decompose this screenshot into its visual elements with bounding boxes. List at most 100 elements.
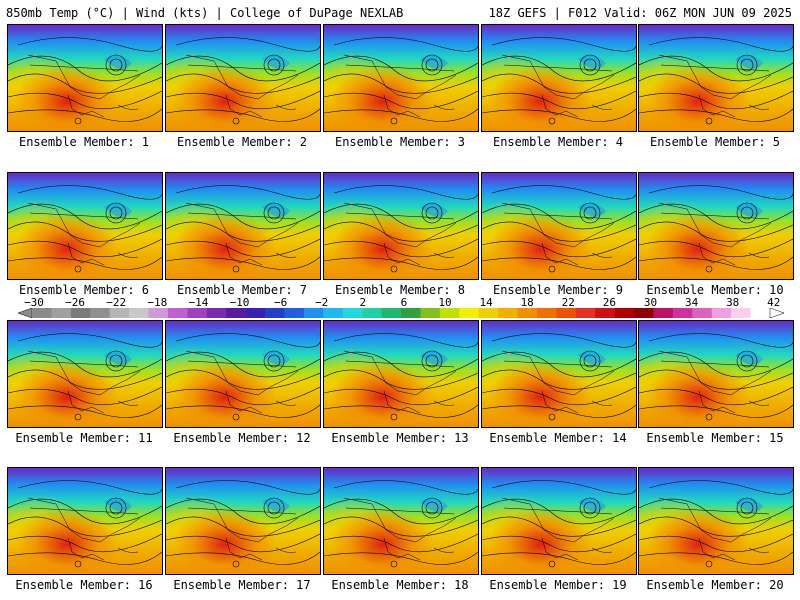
colorbar-tick-label: 2 (359, 296, 367, 309)
ensemble-map-panel (323, 320, 479, 428)
ensemble-map-panel (638, 320, 794, 428)
ensemble-map-panel (165, 24, 321, 132)
colorbar-tick-label: −30 (24, 296, 44, 309)
colorbar-segment (731, 308, 751, 318)
colorbar-segment (381, 308, 402, 318)
colorbar-segment (265, 308, 285, 318)
colorbar-segment (90, 308, 110, 318)
ensemble-member-label: Ensemble Member: 10 (646, 283, 784, 297)
colorbar-max-arrow (769, 308, 784, 318)
ensemble-member-label: Ensemble Member: 12 (173, 431, 311, 445)
valid-time: 18Z GEFS | F012 Valid: 06Z MON JUN 09 20… (488, 6, 792, 20)
colorbar-segment (284, 308, 305, 318)
ensemble-map-panel (481, 24, 637, 132)
ensemble-map-panel (165, 320, 321, 428)
colorbar-segment (245, 308, 266, 318)
ensemble-map-panel (165, 172, 321, 280)
ensemble-map-panel (165, 467, 321, 575)
colorbar-segment (362, 308, 382, 318)
ensemble-member-label: Ensemble Member: 18 (331, 578, 469, 592)
ensemble-map-panel (481, 467, 637, 575)
ensemble-member-label: Ensemble Member: 3 (334, 135, 466, 149)
colorbar-tick-label: −22 (106, 296, 127, 309)
colorbar-tick-label: 42 (767, 296, 781, 309)
colorbar-segment (692, 308, 713, 318)
colorbar-tick-label: −26 (65, 296, 86, 309)
ensemble-member-label: Ensemble Member: 14 (489, 431, 627, 445)
colorbar-segment (206, 308, 227, 318)
colorbar-segment (556, 308, 577, 318)
colorbar-segment (401, 308, 421, 318)
colorbar-segment (439, 308, 460, 318)
ensemble-member-label: Ensemble Member: 6 (18, 283, 150, 297)
colorbar-tick-label: 38 (726, 296, 740, 309)
colorbar-segment (51, 308, 72, 318)
colorbar-segment (517, 308, 538, 318)
colorbar-tick-label: −18 (147, 296, 168, 309)
chart-title: 850mb Temp (°C) | Wind (kts) | College o… (6, 6, 404, 20)
colorbar-segment (498, 308, 518, 318)
colorbar-segment (478, 308, 499, 318)
colorbar-segment (32, 308, 52, 318)
ensemble-member-label: Ensemble Member: 8 (334, 283, 466, 297)
colorbar-segment (750, 308, 771, 318)
ensemble-map-panel (481, 172, 637, 280)
colorbar-segment (303, 308, 324, 318)
colorbar-tick-label: −6 (273, 296, 288, 309)
ensemble-member-label: Ensemble Member: 13 (331, 431, 469, 445)
ensemble-map-panel (323, 172, 479, 280)
ensemble-map-panel (7, 467, 163, 575)
ensemble-map-panel (638, 24, 794, 132)
colorbar-segment (614, 308, 635, 318)
colorbar-segment (575, 308, 596, 318)
ensemble-member-label: Ensemble Member: 17 (173, 578, 311, 592)
colorbar-segment (148, 308, 169, 318)
ensemble-member-label: Ensemble Member: 19 (489, 578, 627, 592)
ensemble-member-label: Ensemble Member: 1 (18, 135, 150, 149)
colorbar-tick-label: 14 (479, 296, 493, 309)
colorbar-segment (70, 308, 91, 318)
colorbar-tick-label: 18 (520, 296, 534, 309)
colorbar-min-arrow (18, 308, 33, 318)
colorbar-tick-label: 30 (643, 296, 658, 309)
ensemble-map-panel (323, 467, 479, 575)
ensemble-member-label: Ensemble Member: 15 (646, 431, 784, 445)
ensemble-member-label: Ensemble Member: 9 (492, 283, 624, 297)
ensemble-member-label: Ensemble Member: 7 (176, 283, 308, 297)
colorbar-tick-label: 6 (400, 296, 408, 309)
colorbar-segment (459, 308, 479, 318)
colorbar-segment (109, 308, 130, 318)
ensemble-member-label: Ensemble Member: 2 (176, 135, 308, 149)
colorbar-tick-label: 26 (602, 296, 617, 309)
ensemble-member-label: Ensemble Member: 20 (646, 578, 784, 592)
ensemble-member-label: Ensemble Member: 4 (492, 135, 624, 149)
ensemble-map-panel (638, 467, 794, 575)
colorbar-segment (420, 308, 441, 318)
colorbar-segment (595, 308, 615, 318)
colorbar-tick-label: −2 (315, 296, 329, 309)
colorbar-segment (187, 308, 208, 318)
ensemble-map-panel (7, 172, 163, 280)
ensemble-map-panel (7, 24, 163, 132)
colorbar-tick-label: 22 (561, 296, 575, 309)
ensemble-map-panel (638, 172, 794, 280)
ensemble-member-label: Ensemble Member: 11 (15, 431, 153, 445)
colorbar-tick-label: −10 (229, 296, 250, 309)
colorbar-segment (634, 308, 654, 318)
colorbar-segment (653, 308, 674, 318)
colorbar-segment (226, 308, 246, 318)
ensemble-map-panel (7, 320, 163, 428)
ensemble-member-label: Ensemble Member: 5 (649, 135, 781, 149)
colorbar-segment (672, 308, 693, 318)
colorbar-segment (711, 308, 732, 318)
colorbar-tick-label: 10 (438, 296, 452, 309)
colorbar-segment (323, 308, 344, 318)
colorbar-segment (167, 308, 188, 318)
colorbar-segment (129, 308, 149, 318)
colorbar-tick-label: −14 (188, 296, 209, 309)
ensemble-map-panel (481, 320, 637, 428)
ensemble-map-panel (323, 24, 479, 132)
ensemble-member-label: Ensemble Member: 16 (15, 578, 153, 592)
colorbar-tick-label: 34 (684, 296, 699, 309)
temperature-colorbar (18, 308, 784, 318)
